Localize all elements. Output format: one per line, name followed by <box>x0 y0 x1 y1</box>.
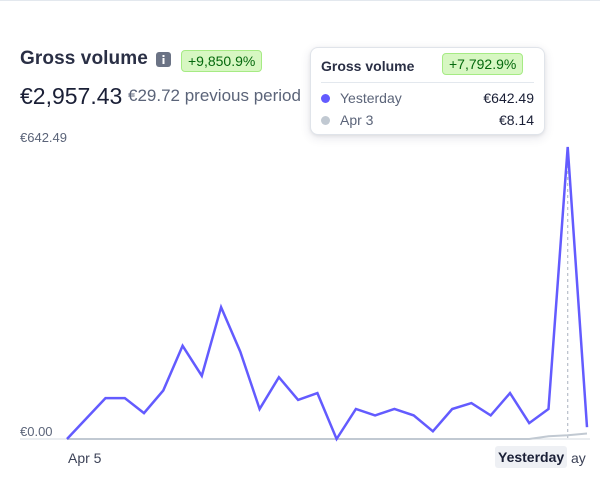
tooltip-row-previous: Apr 3 €8.14 <box>321 111 534 131</box>
total-amount: €2,957.43 <box>20 83 123 109</box>
tooltip-row-value: €8.14 <box>498 112 534 128</box>
y-axis-max-label: €642.49 <box>20 130 67 145</box>
chart-title: Gross volume <box>20 48 148 69</box>
top-divider <box>0 0 600 1</box>
tooltip-divider <box>321 82 534 83</box>
y-axis-min-label: €0.00 <box>20 424 53 439</box>
x-axis-start-label: Apr 5 <box>68 450 102 466</box>
tooltip-title: Gross volume <box>321 58 415 74</box>
previous-period-line <box>67 432 588 440</box>
x-axis-end-label: Yesterday <box>495 446 568 468</box>
tooltip-row-value: €642.49 <box>483 90 534 106</box>
tooltip-change-badge: +7,792.9% <box>442 53 524 75</box>
x-axis-end-label-overflow: ay <box>571 450 586 466</box>
tooltip-row-label: Apr 3 <box>340 112 374 128</box>
chart-tooltip: Gross volume +7,792.9% Yesterday €642.49… <box>310 47 545 135</box>
previous-period-amount: €29.72 previous period <box>128 86 301 105</box>
tooltip-row-current: Yesterday €642.49 <box>321 89 534 109</box>
change-badge: +9,850.9% <box>181 50 263 72</box>
info-icon[interactable] <box>156 52 171 67</box>
previous-series-dot <box>321 116 330 125</box>
current-period-line <box>66 146 589 442</box>
tooltip-row-label: Yesterday <box>340 90 402 106</box>
current-series-dot <box>321 94 330 103</box>
